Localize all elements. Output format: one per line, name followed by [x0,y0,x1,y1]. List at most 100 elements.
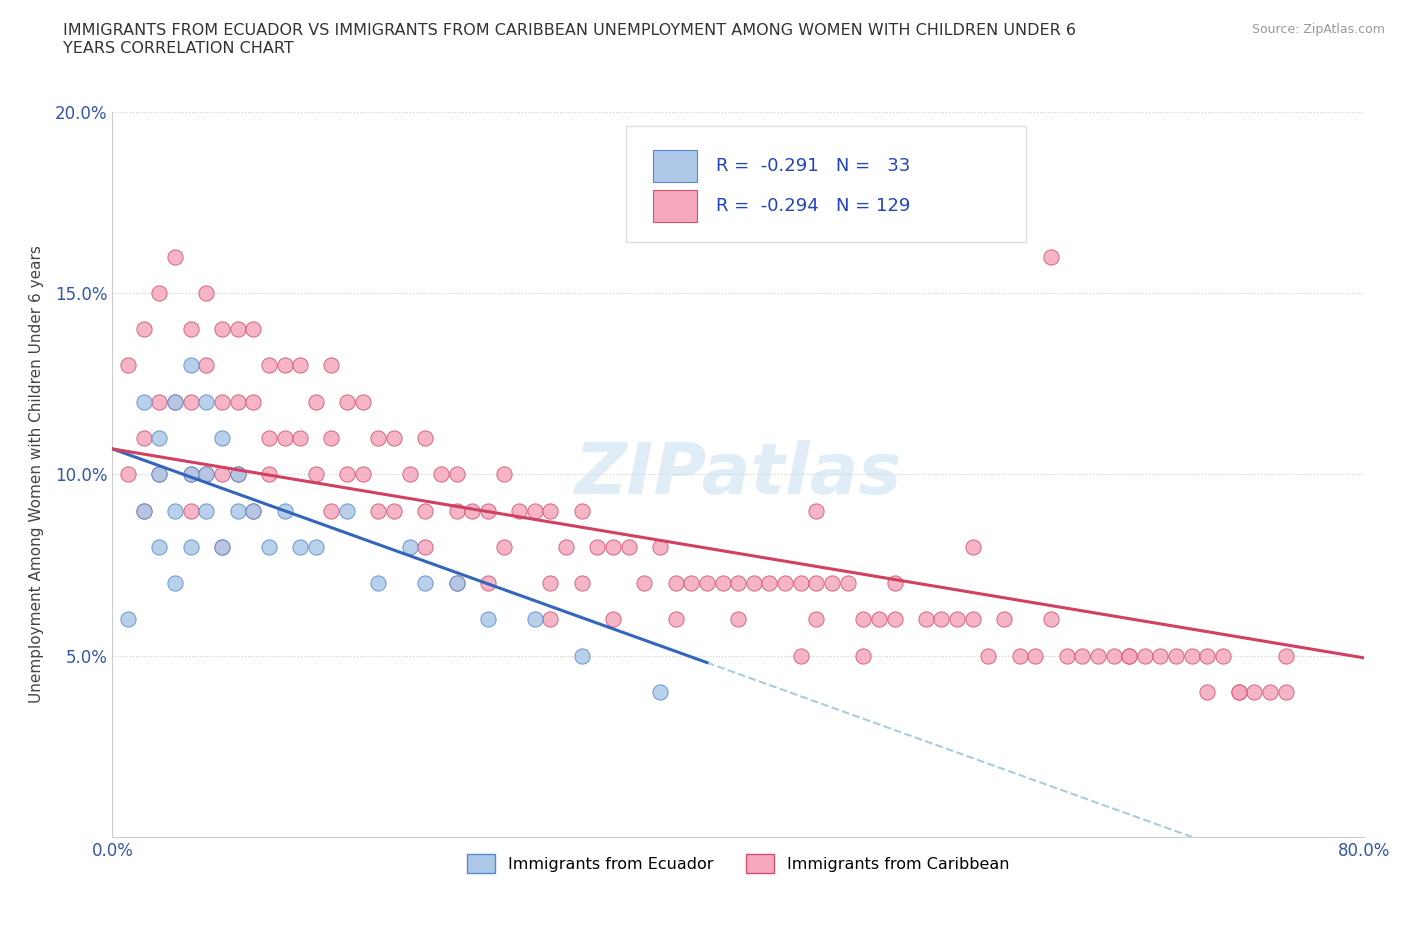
Point [117,612,139,627]
Point [446,467,468,482]
Point [727,576,749,591]
Point [132,394,155,409]
Point [226,467,249,482]
Point [336,394,359,409]
Point [883,213,905,228]
Point [806,503,828,518]
Point [180,467,202,482]
Point [790,648,813,663]
Text: IMMIGRANTS FROM ECUADOR VS IMMIGRANTS FROM CARIBBEAN UNEMPLOYMENT AMONG WOMEN WI: IMMIGRANTS FROM ECUADOR VS IMMIGRANTS FR… [63,23,1076,56]
Point [242,503,264,518]
Point [305,467,328,482]
Point [492,539,515,554]
Point [367,503,389,518]
Point [352,394,374,409]
Point [415,539,437,554]
Point [1039,612,1063,627]
Point [461,503,484,518]
Point [446,576,468,591]
Point [1227,684,1250,699]
Point [446,503,468,518]
Point [1071,648,1094,663]
Point [696,576,718,591]
Point [180,394,202,409]
Point [180,358,202,373]
Point [148,539,170,554]
Point [290,358,312,373]
Point [430,467,453,482]
Point [523,503,546,518]
Point [195,286,218,300]
Point [571,576,593,591]
Point [1243,684,1265,699]
Point [148,431,170,445]
Point [226,322,249,337]
Point [1118,648,1140,663]
Point [117,358,139,373]
Y-axis label: Unemployment Among Women with Children Under 6 years: Unemployment Among Women with Children U… [30,246,44,703]
Point [117,467,139,482]
Point [336,503,359,518]
Point [211,539,233,554]
Point [977,648,1000,663]
Point [257,431,280,445]
Legend: Immigrants from Ecuador, Immigrants from Caribbean: Immigrants from Ecuador, Immigrants from… [460,847,1017,880]
Point [477,612,499,627]
Point [540,612,562,627]
Point [290,431,312,445]
Point [415,576,437,591]
Point [132,503,155,518]
Point [806,612,828,627]
Point [664,612,686,627]
Point [148,467,170,482]
Point [273,503,295,518]
Text: Source: ZipAtlas.com: Source: ZipAtlas.com [1251,23,1385,36]
Point [477,576,499,591]
Point [1149,648,1171,663]
Point [1039,249,1063,264]
Point [790,576,813,591]
FancyBboxPatch shape [626,126,1026,242]
Point [163,394,186,409]
Point [758,576,780,591]
Point [163,576,186,591]
Point [883,576,905,591]
Point [257,467,280,482]
Point [962,539,984,554]
Point [321,503,343,518]
Point [508,503,530,518]
Point [242,394,264,409]
Point [648,539,671,554]
Point [852,648,875,663]
Point [602,612,624,627]
Text: R =  -0.294   N = 129: R = -0.294 N = 129 [716,197,910,215]
Point [148,394,170,409]
Point [242,322,264,337]
Point [180,322,202,337]
Point [226,394,249,409]
Point [1133,648,1156,663]
Point [883,612,905,627]
Point [477,503,499,518]
Point [148,286,170,300]
Point [1166,648,1188,663]
Point [446,576,468,591]
Point [727,612,749,627]
Point [163,394,186,409]
Point [1197,648,1219,663]
Point [257,358,280,373]
Point [837,576,859,591]
Point [211,394,233,409]
Point [1087,648,1109,663]
Point [1197,684,1219,699]
Point [1181,648,1204,663]
Point [132,322,155,337]
Point [415,431,437,445]
Point [257,539,280,554]
Point [681,576,703,591]
Point [398,539,420,554]
Point [132,503,155,518]
Point [993,612,1015,627]
Point [664,576,686,591]
Point [648,684,671,699]
